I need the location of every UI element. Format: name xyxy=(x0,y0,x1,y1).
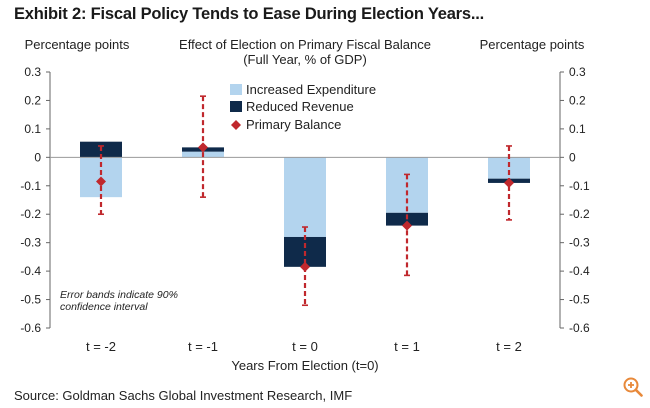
y-tick-label-right: 0.3 xyxy=(569,65,586,79)
y-tick-label-left: 0.3 xyxy=(24,65,41,79)
legend-swatch-increased-expenditure xyxy=(230,84,242,95)
markers-layer xyxy=(96,142,514,272)
x-tick-label: t = 0 xyxy=(292,339,318,354)
y-tick-label-left: 0 xyxy=(34,150,41,164)
exhibit-title: Exhibit 2: Fiscal Policy Tends to Ease D… xyxy=(14,5,485,23)
annotation-line-1: Error bands indicate 90% xyxy=(60,289,178,301)
source-note: Source: Goldman Sachs Global Investment … xyxy=(14,388,353,403)
y-tick-label-right: -0.6 xyxy=(569,321,590,335)
primary-balance-marker xyxy=(96,176,106,187)
y-axis-label-right: Percentage points xyxy=(480,37,585,52)
y-tick-label-left: -0.3 xyxy=(20,236,41,250)
legend-marker-primary-balance xyxy=(231,120,241,130)
legend-label-increased-expenditure: Increased Expenditure xyxy=(246,82,376,97)
y-tick-label-right: 0 xyxy=(569,150,576,164)
x-tick-label: t = 1 xyxy=(394,339,420,354)
y-tick-label-right: -0.2 xyxy=(569,207,590,221)
y-tick-label-left: 0.2 xyxy=(24,93,41,107)
y-tick-label-right: 0.2 xyxy=(569,93,586,107)
primary-balance-marker xyxy=(504,177,514,188)
primary-balance-marker xyxy=(402,220,412,231)
y-tick-label-right: -0.4 xyxy=(569,264,590,278)
chart-title: Effect of Election on Primary Fiscal Bal… xyxy=(179,37,431,52)
legend-label-reduced-revenue: Reduced Revenue xyxy=(246,99,354,114)
x-tick-label: t = -1 xyxy=(188,339,218,354)
y-tick-label-left: -0.1 xyxy=(20,179,41,193)
primary-balance-marker xyxy=(198,142,208,153)
x-tick-label: t = -2 xyxy=(86,339,116,354)
x-tick-labels: t = -2 t = -1 t = 0 t = 1 t = 2 xyxy=(86,339,522,354)
y-tick-label-left: -0.2 xyxy=(20,207,41,221)
bar-increased-expenditure xyxy=(488,157,530,179)
x-axis-label: Years From Election (t=0) xyxy=(231,358,378,373)
x-tick-label: t = 2 xyxy=(496,339,522,354)
annotation-line-2: confidence interval xyxy=(60,301,148,313)
y-tick-label-left: -0.5 xyxy=(20,293,41,307)
bars-layer xyxy=(80,141,530,267)
legend-label-primary-balance: Primary Balance xyxy=(246,117,341,132)
y-tick-label-left: 0.1 xyxy=(24,122,41,136)
chart-subtitle: (Full Year, % of GDP) xyxy=(243,52,367,67)
primary-balance-marker xyxy=(300,261,310,272)
y-axis-left: 0.3 0.2 0.1 0 -0.1 -0.2 -0.3 -0.4 -0.5 -0.6 xyxy=(20,65,51,335)
legend: Increased Expenditure Reduced Revenue Pr… xyxy=(230,82,376,132)
y-tick-label-right: -0.5 xyxy=(569,293,590,307)
y-tick-label-right: -0.1 xyxy=(569,179,590,193)
zoom-in-icon[interactable] xyxy=(622,376,644,398)
y-axis-label-left: Percentage points xyxy=(25,37,130,52)
bar-increased-expenditure xyxy=(284,157,326,237)
y-tick-label-right: 0.1 xyxy=(569,122,586,136)
legend-swatch-reduced-revenue xyxy=(230,101,242,112)
y-axis-right: 0.3 0.2 0.1 0 -0.1 -0.2 -0.3 -0.4 -0.5 -0.6 xyxy=(559,65,590,335)
y-tick-label-left: -0.4 xyxy=(20,264,41,278)
y-tick-label-left: -0.6 xyxy=(20,321,41,335)
y-tick-label-right: -0.3 xyxy=(569,236,590,250)
